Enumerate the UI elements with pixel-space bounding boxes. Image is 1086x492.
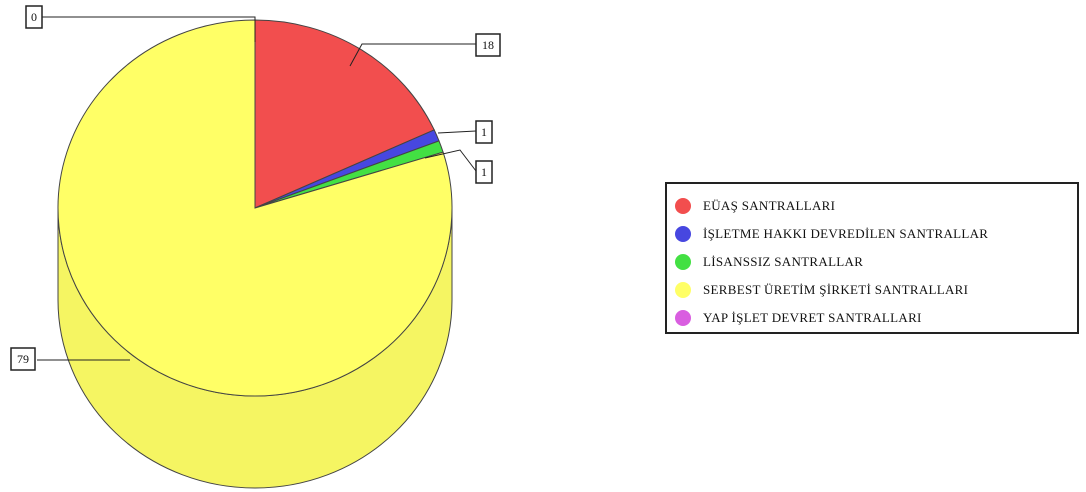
data-label-lisanssiz: 1 bbox=[481, 165, 487, 179]
legend-marker-yap bbox=[675, 310, 691, 326]
data-label-box-yap bbox=[25, 5, 43, 29]
data-label-serbest: 79 bbox=[17, 352, 29, 366]
data-label-box-euas bbox=[475, 33, 501, 57]
leader-line-yap bbox=[42, 16, 256, 42]
legend-item-euas: EÜAŞ SANTRALLARI bbox=[675, 192, 1077, 220]
data-label-isletme: 1 bbox=[481, 125, 487, 139]
pie-slice-serbest bbox=[57, 19, 453, 397]
legend-item-lisanssiz: LİSANSSIZ SANTRALLAR bbox=[675, 248, 1077, 276]
pie-slice-euas bbox=[254, 19, 435, 209]
data-label-euas: 18 bbox=[482, 38, 494, 52]
legend-label-serbest: SERBEST ÜRETİM ŞİRKETİ SANTRALLARI bbox=[703, 282, 969, 297]
legend-label-yap: YAP İŞLET DEVRET SANTRALLARI bbox=[703, 310, 922, 325]
legend-item-serbest: SERBEST ÜRETİM ŞİRKETİ SANTRALLARI bbox=[675, 276, 1077, 304]
legend-label-euas: EÜAŞ SANTRALLARI bbox=[703, 198, 836, 213]
legend-label-lisanssiz: LİSANSSIZ SANTRALLAR bbox=[703, 254, 864, 269]
legend-marker-lisanssiz bbox=[675, 254, 691, 270]
legend: EÜAŞ SANTRALLARI İŞLETME HAKKI DEVREDİLE… bbox=[665, 182, 1079, 334]
legend-item-yap: YAP İŞLET DEVRET SANTRALLARI bbox=[675, 304, 1077, 332]
data-label-box-serbest bbox=[10, 347, 36, 371]
legend-marker-euas bbox=[675, 198, 691, 214]
leader-line-euas bbox=[349, 43, 476, 67]
data-label-yap: 0 bbox=[31, 10, 37, 24]
legend-marker-serbest bbox=[675, 282, 691, 298]
legend-label-isletme: İŞLETME HAKKI DEVREDİLEN SANTRALLAR bbox=[703, 226, 989, 241]
pie-leaders bbox=[37, 16, 477, 361]
data-label-box-lisanssiz bbox=[475, 160, 493, 184]
pie-top bbox=[57, 19, 453, 397]
legend-marker-isletme bbox=[675, 226, 691, 242]
legend-item-isletme: İŞLETME HAKKI DEVREDİLEN SANTRALLAR bbox=[675, 220, 1077, 248]
leader-line-lisanssiz bbox=[424, 149, 477, 172]
data-label-box-isletme bbox=[475, 120, 493, 144]
pie-labels: 18 1 1 79 0 bbox=[10, 5, 501, 371]
leader-line-isletme bbox=[437, 130, 477, 134]
